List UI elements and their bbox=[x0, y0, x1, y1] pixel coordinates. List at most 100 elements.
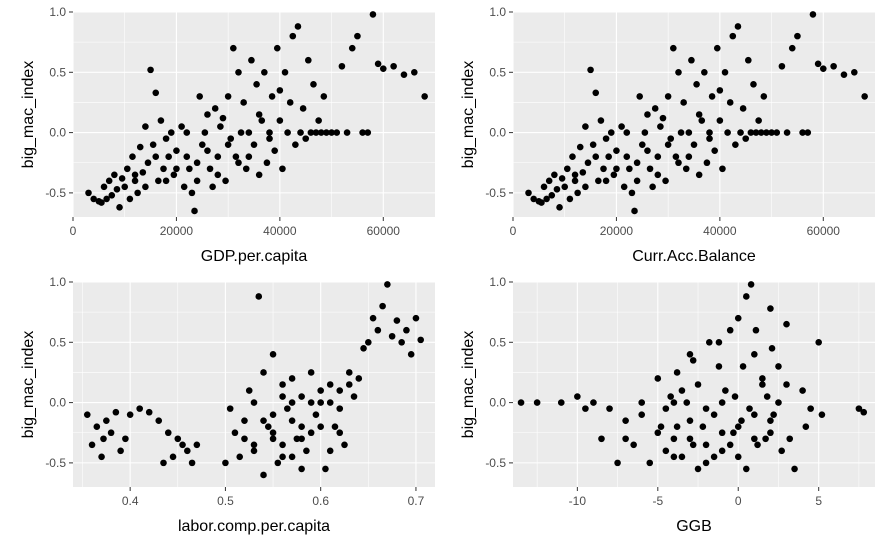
data-point bbox=[284, 405, 291, 412]
y-tick-label: 0.0 bbox=[489, 396, 506, 410]
data-point bbox=[155, 177, 162, 185]
data-point bbox=[614, 459, 621, 467]
data-point bbox=[407, 351, 415, 358]
data-point bbox=[768, 345, 776, 352]
x-tick-label: 0.6 bbox=[312, 494, 329, 508]
data-point bbox=[695, 171, 703, 179]
data-point bbox=[412, 314, 420, 322]
data-point bbox=[685, 153, 693, 161]
data-point bbox=[222, 459, 229, 467]
data-point bbox=[702, 405, 710, 412]
data-point bbox=[274, 459, 282, 467]
data-point bbox=[762, 435, 769, 443]
data-point bbox=[799, 387, 806, 394]
data-point bbox=[786, 435, 794, 443]
data-point bbox=[174, 435, 182, 443]
x-tick-label: 0 bbox=[735, 494, 742, 508]
data-point bbox=[649, 183, 656, 191]
data-point bbox=[613, 147, 620, 154]
data-point bbox=[734, 453, 742, 461]
data-point bbox=[705, 338, 713, 346]
data-point bbox=[667, 135, 675, 142]
data-point bbox=[738, 417, 745, 424]
data-point bbox=[584, 159, 592, 167]
data-point bbox=[226, 405, 234, 412]
data-point bbox=[804, 129, 812, 136]
data-point bbox=[286, 99, 294, 106]
data-point bbox=[734, 314, 742, 322]
data-point bbox=[686, 417, 694, 424]
data-point bbox=[742, 135, 750, 142]
data-point bbox=[245, 129, 253, 136]
data-point bbox=[364, 129, 372, 136]
y-tick-label: 0.5 bbox=[49, 65, 66, 79]
data-point bbox=[312, 411, 320, 418]
data-point bbox=[525, 189, 532, 197]
data-point bbox=[746, 405, 753, 412]
data-point bbox=[694, 381, 702, 388]
data-point bbox=[726, 99, 734, 106]
data-point bbox=[98, 199, 105, 206]
data-point bbox=[613, 165, 620, 173]
data-point bbox=[564, 165, 571, 173]
data-point bbox=[590, 399, 597, 406]
data-point bbox=[677, 129, 685, 136]
data-point bbox=[715, 338, 723, 346]
data-point bbox=[861, 93, 868, 100]
data-point bbox=[333, 129, 341, 136]
data-point bbox=[673, 369, 681, 376]
data-point bbox=[726, 441, 734, 449]
data-point bbox=[703, 159, 711, 167]
data-point bbox=[276, 117, 284, 124]
data-point bbox=[752, 326, 760, 334]
data-point bbox=[706, 129, 713, 136]
data-point bbox=[227, 135, 235, 142]
data-point bbox=[250, 399, 258, 406]
data-point bbox=[715, 363, 723, 370]
data-point bbox=[759, 381, 766, 388]
y-tick-label: 1.0 bbox=[489, 275, 506, 289]
data-point bbox=[117, 447, 124, 455]
data-point bbox=[231, 429, 239, 437]
data-point bbox=[818, 411, 826, 418]
data-point bbox=[711, 147, 718, 154]
data-point bbox=[124, 165, 131, 173]
data-point bbox=[582, 183, 589, 191]
data-point bbox=[716, 87, 724, 94]
data-point bbox=[417, 336, 425, 344]
data-point bbox=[260, 471, 267, 479]
data-point bbox=[742, 465, 750, 473]
x-tick-label: 60000 bbox=[367, 224, 401, 238]
data-point bbox=[751, 351, 758, 358]
data-point bbox=[345, 369, 353, 376]
data-point bbox=[670, 399, 678, 406]
data-point bbox=[540, 183, 548, 191]
data-point bbox=[317, 423, 324, 431]
data-point bbox=[754, 441, 761, 449]
x-axis-title: GGB bbox=[676, 518, 712, 535]
data-point bbox=[633, 159, 641, 167]
data-point bbox=[745, 56, 752, 64]
data-point bbox=[336, 429, 344, 437]
data-point bbox=[814, 60, 822, 68]
data-point bbox=[323, 129, 330, 136]
x-tick-label: 5 bbox=[815, 494, 822, 508]
x-tick-label: 0.5 bbox=[217, 494, 234, 508]
data-point bbox=[345, 381, 353, 388]
data-point bbox=[695, 111, 703, 118]
data-point bbox=[336, 387, 344, 394]
panel-background bbox=[513, 282, 875, 487]
data-point bbox=[819, 65, 827, 72]
data-point bbox=[706, 135, 713, 142]
data-point bbox=[592, 153, 600, 161]
data-point bbox=[160, 165, 167, 173]
chart-panel-3: 0.4 0.5 0.6 0.7 -0.5 0.0 0.5 1.0 labor.comp.per.… bbox=[20, 275, 435, 535]
data-point bbox=[718, 447, 726, 455]
data-point bbox=[773, 129, 781, 136]
y-tick-label: 0.0 bbox=[49, 396, 66, 410]
data-point bbox=[628, 189, 636, 197]
data-point bbox=[783, 320, 790, 328]
data-point bbox=[739, 363, 747, 370]
data-point bbox=[543, 195, 550, 203]
data-point bbox=[589, 141, 597, 148]
